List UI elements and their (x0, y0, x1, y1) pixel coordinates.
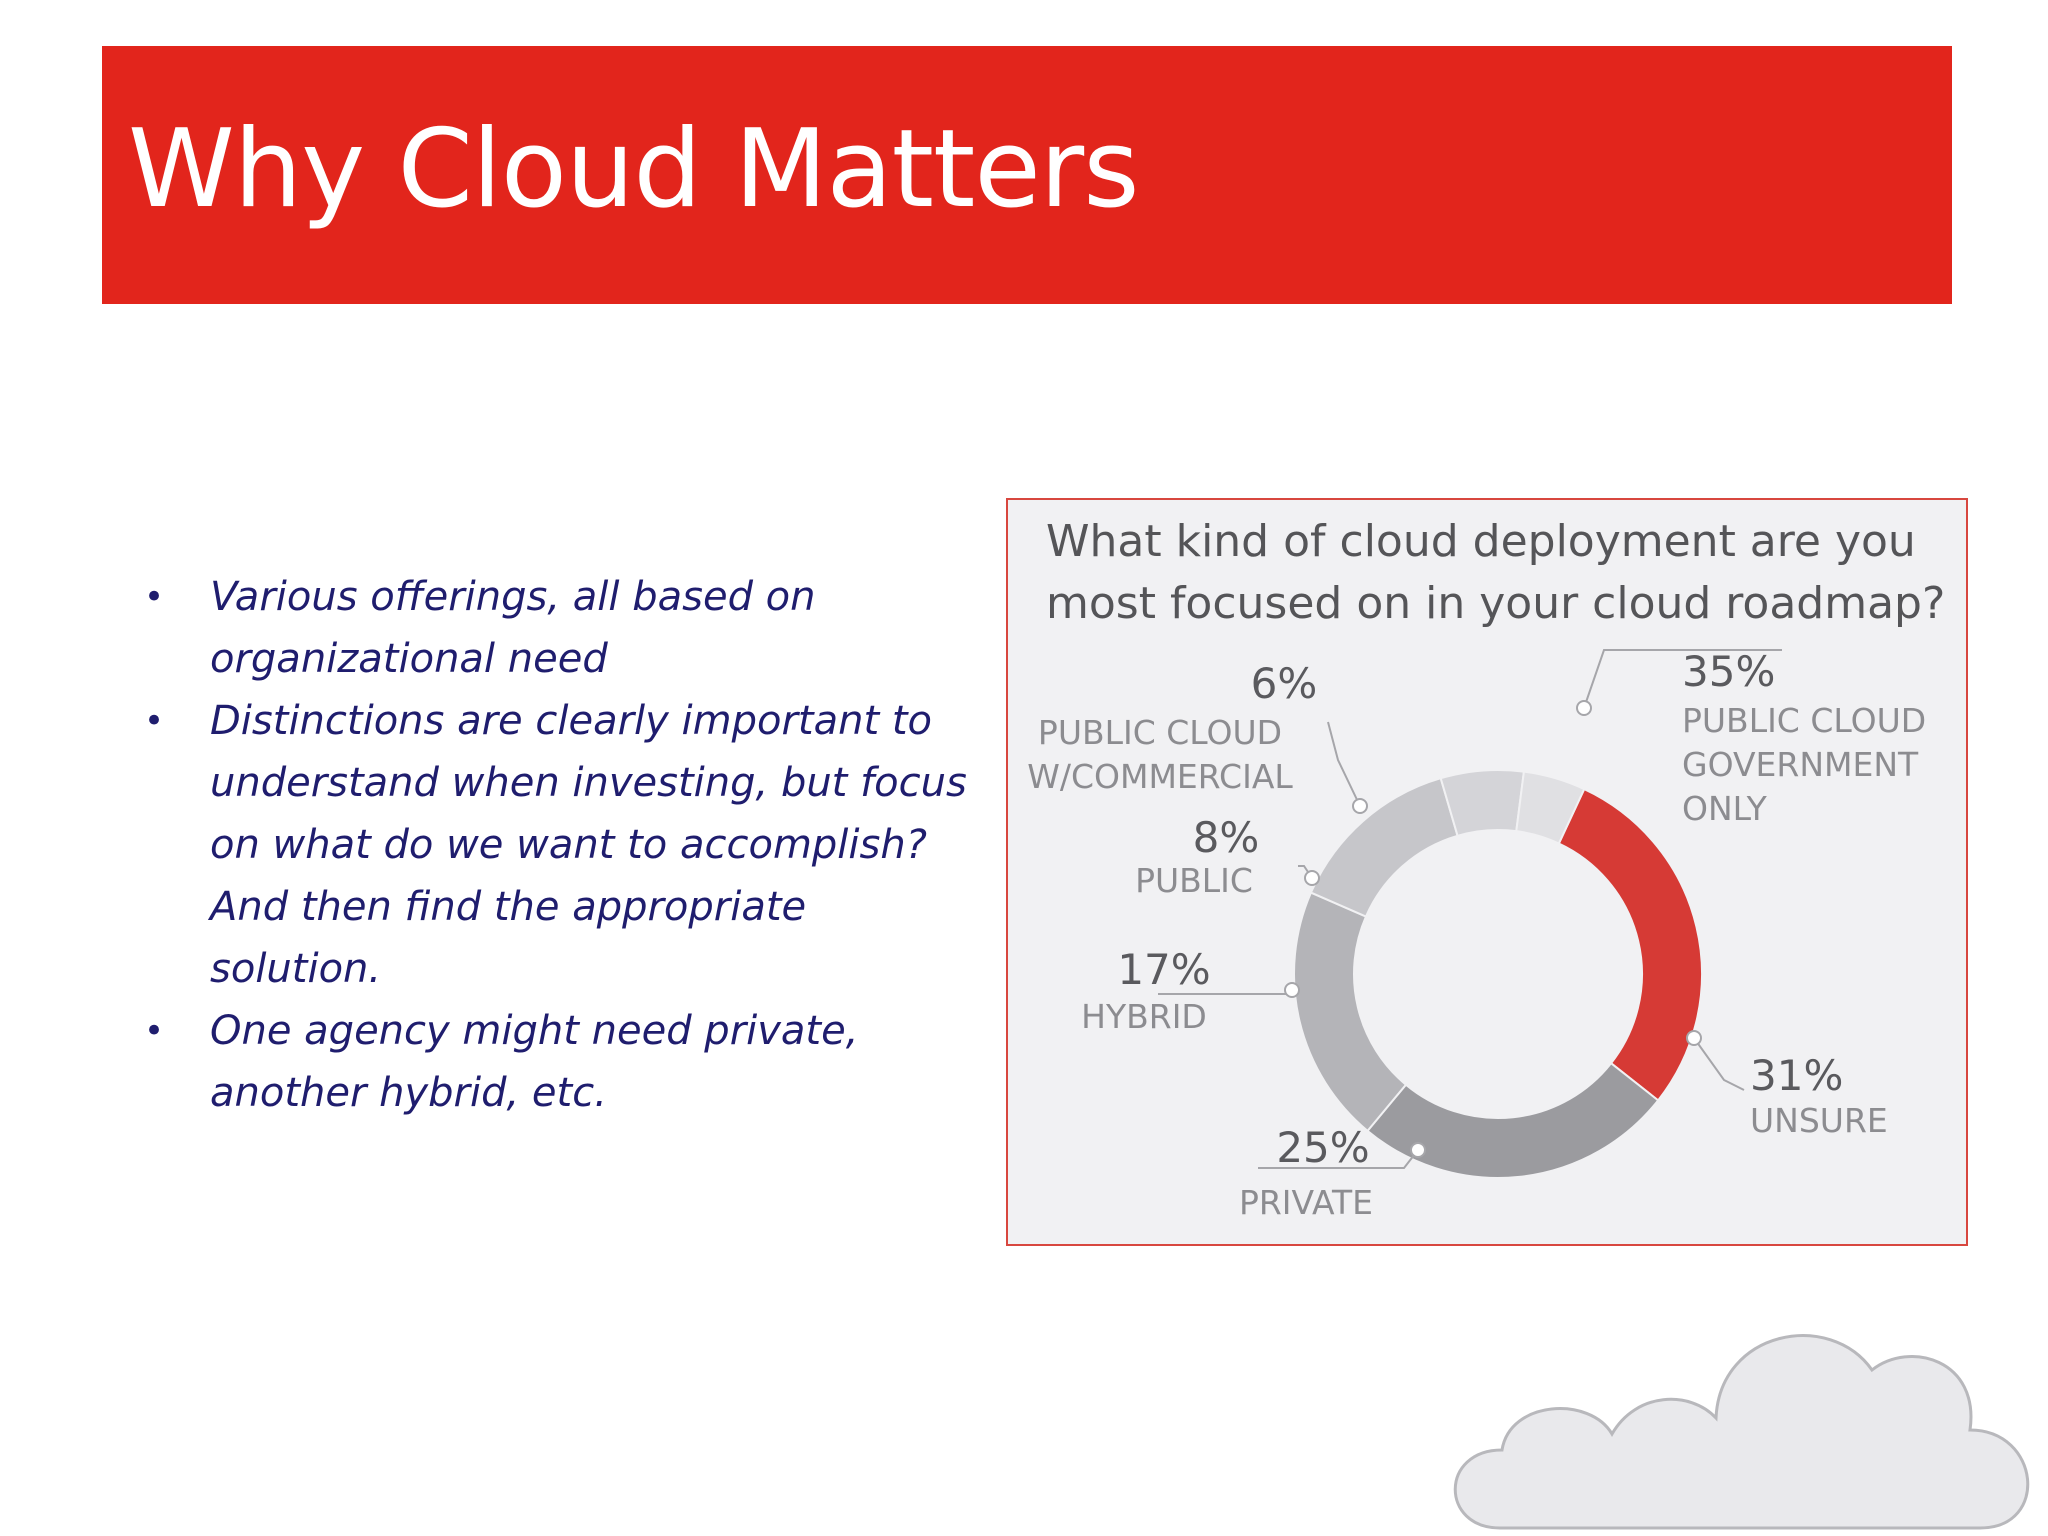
title-banner: Why Cloud Matters (102, 46, 1952, 304)
bullet-text: Various offerings, all based on organiza… (210, 574, 816, 682)
donut-callouts: 35% PUBLIC CLOUD GOVERNMENT ONLY 31%UNSURE 25… (1027, 647, 1926, 1222)
slice-category-label: PRIVATE (1239, 1183, 1373, 1222)
donut-slice (1309, 776, 1459, 918)
bullet-item: • One agency might need private, another… (140, 1000, 970, 1124)
slice-category-label: HYBRID (1081, 997, 1207, 1036)
callout-dot (1686, 1030, 1702, 1046)
callout-leader-line (1327, 721, 1361, 807)
bullet-item: • Distinctions are clearly important to … (140, 690, 970, 1000)
slice-category-label: PUBLIC (1135, 861, 1253, 900)
slice-value-label: 17% (1117, 945, 1210, 994)
slice-category-label: GOVERNMENT (1682, 745, 1919, 784)
donut-slice (1557, 787, 1703, 1102)
bullet-dot: • (144, 577, 165, 617)
slice-value-label: 8% (1193, 813, 1260, 862)
bullet-text: One agency might need private, another h… (210, 1008, 859, 1116)
slice-category-label: W/COMMERCIAL (1027, 757, 1293, 796)
chart-title-line: most focused on in your cloud roadmap? (1046, 578, 1945, 629)
cloud-icon (1453, 1334, 2030, 1530)
bullet-item: • Various offerings, all based on organi… (140, 566, 970, 690)
callout-leader-line (1693, 1037, 1745, 1091)
slice-category-label: ONLY (1682, 789, 1768, 828)
donut-slice (1366, 1061, 1660, 1179)
donut-slice (1293, 891, 1408, 1133)
chart-title-line: What kind of cloud deployment are you (1046, 516, 1916, 567)
slide-title: Why Cloud Matters (128, 107, 1139, 232)
donut-chart: What kind of cloud deployment are you mo… (1027, 516, 1945, 1222)
bullet-dot: • (144, 1011, 165, 1051)
callout-dot (1352, 798, 1368, 814)
slice-category-label: UNSURE (1750, 1101, 1888, 1140)
slice-value-label: 31% (1750, 1051, 1843, 1100)
donut-slices (1293, 769, 1703, 1179)
callout-dot (1284, 982, 1300, 998)
slice-value-label: 35% (1682, 647, 1775, 696)
callout-dot (1304, 870, 1320, 886)
bullet-text: Distinctions are clearly important to un… (210, 698, 967, 992)
callout-leader-line (1583, 649, 1782, 709)
callout-dot (1410, 1142, 1426, 1158)
callout-dot (1576, 700, 1592, 716)
slice-category-label: PUBLIC CLOUD (1038, 713, 1282, 752)
slice-value-label: 25% (1276, 1123, 1369, 1172)
bullet-list: • Various offerings, all based on organi… (140, 566, 970, 1124)
slice-category-label: PUBLIC CLOUD (1682, 701, 1926, 740)
survey-figure: What kind of cloud deployment are you mo… (1006, 498, 1968, 1246)
donut-slice (1515, 770, 1586, 845)
bullet-dot: • (144, 701, 165, 741)
slice-value-label: 6% (1251, 659, 1318, 708)
